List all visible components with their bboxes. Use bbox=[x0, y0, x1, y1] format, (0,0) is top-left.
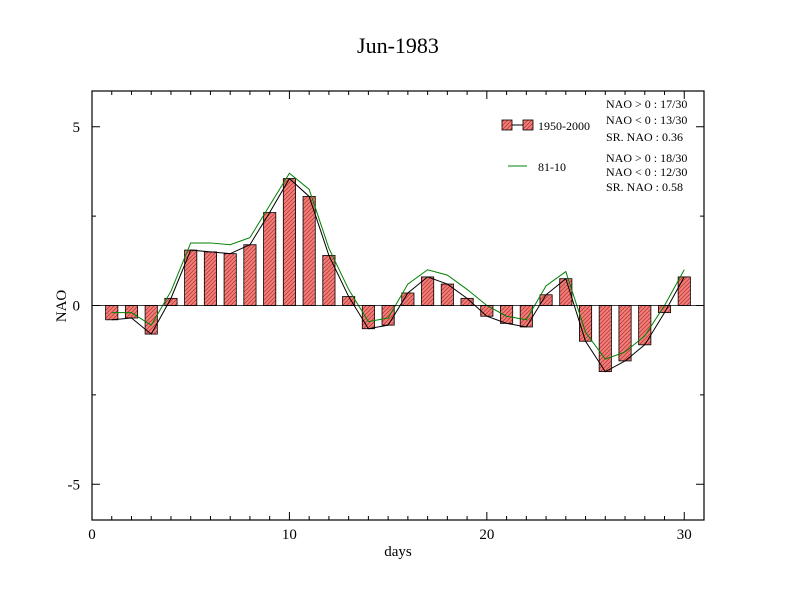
chart-title: Jun-1983 bbox=[357, 33, 439, 58]
bar-day-5 bbox=[184, 249, 198, 306]
x-axis-label: days bbox=[384, 544, 412, 560]
legend-label-line: 81-10 bbox=[538, 160, 566, 174]
bar-day-11 bbox=[302, 196, 316, 306]
bar-day-30 bbox=[677, 276, 691, 306]
stats-line-negative: NAO < 0 : 12/30 bbox=[606, 165, 687, 179]
x-tick-label-30: 30 bbox=[677, 527, 692, 543]
legend-swatch-right bbox=[522, 119, 534, 131]
stats-line-positive: NAO > 0 : 18/30 bbox=[606, 151, 687, 165]
bar-day-7 bbox=[223, 253, 237, 306]
bar-day-12 bbox=[322, 255, 336, 306]
bar-day-20 bbox=[480, 305, 494, 317]
bar-day-15 bbox=[381, 305, 395, 326]
stats-bars-positive: NAO > 0 : 17/30 bbox=[606, 97, 687, 111]
bar-day-17 bbox=[421, 276, 435, 306]
plot-marks bbox=[105, 172, 691, 373]
stats-bars-negative: NAO < 0 : 13/30 bbox=[606, 113, 687, 127]
y-tick-label--5: -5 bbox=[68, 477, 81, 493]
bar-day-8 bbox=[243, 244, 257, 306]
bar-day-27 bbox=[618, 305, 632, 362]
bar-day-22 bbox=[519, 305, 533, 328]
x-tick-label-20: 20 bbox=[479, 527, 494, 543]
bar-day-23 bbox=[539, 294, 553, 306]
line-series-black bbox=[111, 177, 685, 373]
y-tick-label-0: 0 bbox=[73, 299, 81, 315]
stats-bars-sr: SR. NAO : 0.36 bbox=[606, 130, 683, 144]
x-tick-label-10: 10 bbox=[282, 527, 297, 543]
stats-line-sr: SR. NAO : 0.58 bbox=[606, 180, 683, 194]
y-tick-label-5: 5 bbox=[73, 120, 81, 136]
bar-day-14 bbox=[361, 305, 375, 330]
bar-day-6 bbox=[203, 251, 217, 306]
bar-day-26 bbox=[598, 305, 612, 373]
bar-day-2 bbox=[124, 305, 139, 319]
bar-day-25 bbox=[579, 305, 593, 342]
x-tick-label-0: 0 bbox=[88, 527, 96, 543]
bar-day-10 bbox=[282, 178, 296, 306]
legend-label-bars: 1950-2000 bbox=[538, 119, 590, 133]
line-series-81-10 bbox=[111, 172, 685, 360]
bar-day-3 bbox=[144, 305, 158, 335]
y-axis-label: NAO bbox=[54, 290, 70, 323]
bar-day-9 bbox=[263, 212, 277, 306]
axes: 0 10 20 30 -5 0 5 bbox=[68, 90, 705, 543]
legend-swatch-left bbox=[501, 119, 513, 131]
legend: 1950-2000 81-10 NAO > 0 : 17/30 NAO < 0 … bbox=[501, 97, 687, 194]
